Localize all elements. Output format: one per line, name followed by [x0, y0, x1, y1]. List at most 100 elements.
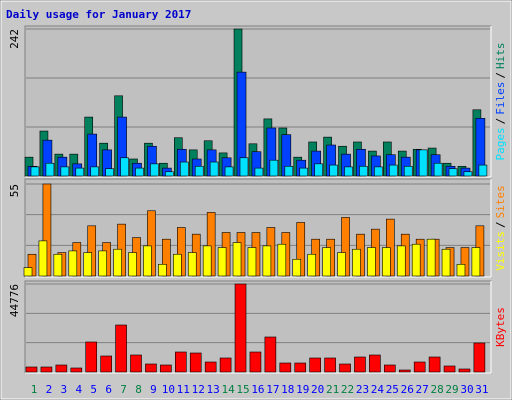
bar: [359, 165, 368, 177]
bar: [299, 167, 309, 177]
bar: [158, 263, 167, 277]
legend-entry: Visits: [494, 231, 507, 271]
bar: [145, 363, 157, 373]
bar: [143, 245, 152, 277]
bar: [194, 165, 204, 177]
chart-title: Daily usage for January 2017: [6, 8, 191, 21]
x-tick-label: 5: [90, 383, 97, 396]
bar: [100, 355, 112, 373]
bar: [113, 248, 122, 277]
bar: [219, 357, 232, 373]
bar: [314, 163, 323, 177]
bar: [189, 352, 202, 373]
bar: [60, 166, 70, 177]
bar: [264, 336, 277, 373]
legend: KBytes: [494, 307, 507, 347]
bar: [324, 357, 336, 373]
bar: [329, 164, 338, 177]
bar: [105, 168, 114, 177]
x-tick-label: 18: [281, 383, 294, 396]
bar: [70, 367, 83, 373]
bar: [25, 366, 38, 373]
bar: [471, 247, 481, 277]
legend-entry: Hits: [494, 43, 507, 70]
bar: [68, 250, 78, 277]
y-tick-label: 55: [8, 184, 21, 197]
x-tick-label: 25: [386, 383, 399, 396]
bar: [209, 161, 219, 177]
bar: [337, 252, 346, 277]
bar: [294, 362, 307, 373]
bar: [23, 267, 33, 277]
bar: [83, 252, 93, 277]
legend-entry: Pages: [494, 127, 507, 160]
bar: [354, 356, 366, 373]
bar: [98, 250, 107, 277]
bar: [473, 342, 486, 373]
bar: [120, 157, 129, 177]
x-tick-label: 11: [177, 383, 190, 396]
x-tick-label: 17: [266, 383, 279, 396]
x-tick-label: 8: [135, 383, 142, 396]
bar: [389, 164, 398, 177]
bar: [180, 161, 189, 177]
legend-entry: Sites: [494, 185, 507, 218]
bar: [150, 163, 159, 177]
bar: [175, 351, 187, 373]
bar: [322, 247, 331, 277]
x-tick-label: 31: [475, 383, 488, 396]
bar: [458, 368, 471, 373]
bar: [130, 354, 142, 373]
x-tick-label: 7: [120, 383, 127, 396]
bar: [428, 356, 441, 373]
bar: [262, 245, 272, 277]
bar: [369, 354, 381, 373]
legend: Visits / Sites: [494, 185, 507, 271]
bar: [413, 361, 426, 373]
bar: [38, 240, 48, 277]
x-tick-label: 30: [460, 383, 473, 396]
x-tick-label: 22: [341, 383, 354, 396]
x-tick-label: 21: [326, 383, 339, 396]
x-tick-label: 6: [105, 383, 112, 396]
bar: [55, 364, 68, 373]
bar: [202, 245, 212, 277]
bar: [75, 167, 85, 177]
bar: [352, 248, 361, 277]
x-tick-label: 12: [192, 383, 205, 396]
bar: [45, 162, 55, 177]
x-tick-label: 28: [430, 383, 443, 396]
bar: [309, 357, 321, 373]
bar: [249, 351, 262, 373]
x-tick-label: 15: [236, 383, 249, 396]
bar: [239, 157, 249, 177]
bar: [90, 166, 100, 177]
x-tick-label: 23: [356, 383, 369, 396]
x-tick-label: 3: [61, 383, 68, 396]
bar: [254, 167, 264, 177]
bar: [403, 165, 413, 177]
bar: [433, 162, 443, 177]
x-tick-label: 4: [75, 383, 82, 396]
bar: [339, 363, 351, 373]
bar: [284, 165, 294, 177]
x-tick-label: 9: [150, 383, 157, 396]
legend: Pages / Files / Hits: [494, 43, 507, 161]
x-tick-label: 29: [445, 383, 458, 396]
bar: [382, 247, 391, 277]
x-tick-label: 20: [311, 383, 324, 396]
bar: [456, 263, 466, 277]
bar: [165, 171, 174, 177]
bar: [128, 252, 137, 277]
bar: [234, 283, 247, 373]
legend-entry: Files: [494, 82, 507, 115]
bar: [443, 365, 456, 373]
x-tick-label: 2: [46, 383, 53, 396]
bar: [30, 166, 40, 177]
bar: [398, 369, 411, 373]
bar: [204, 361, 217, 373]
bar: [344, 166, 353, 177]
x-tick-label: 14: [221, 383, 235, 396]
